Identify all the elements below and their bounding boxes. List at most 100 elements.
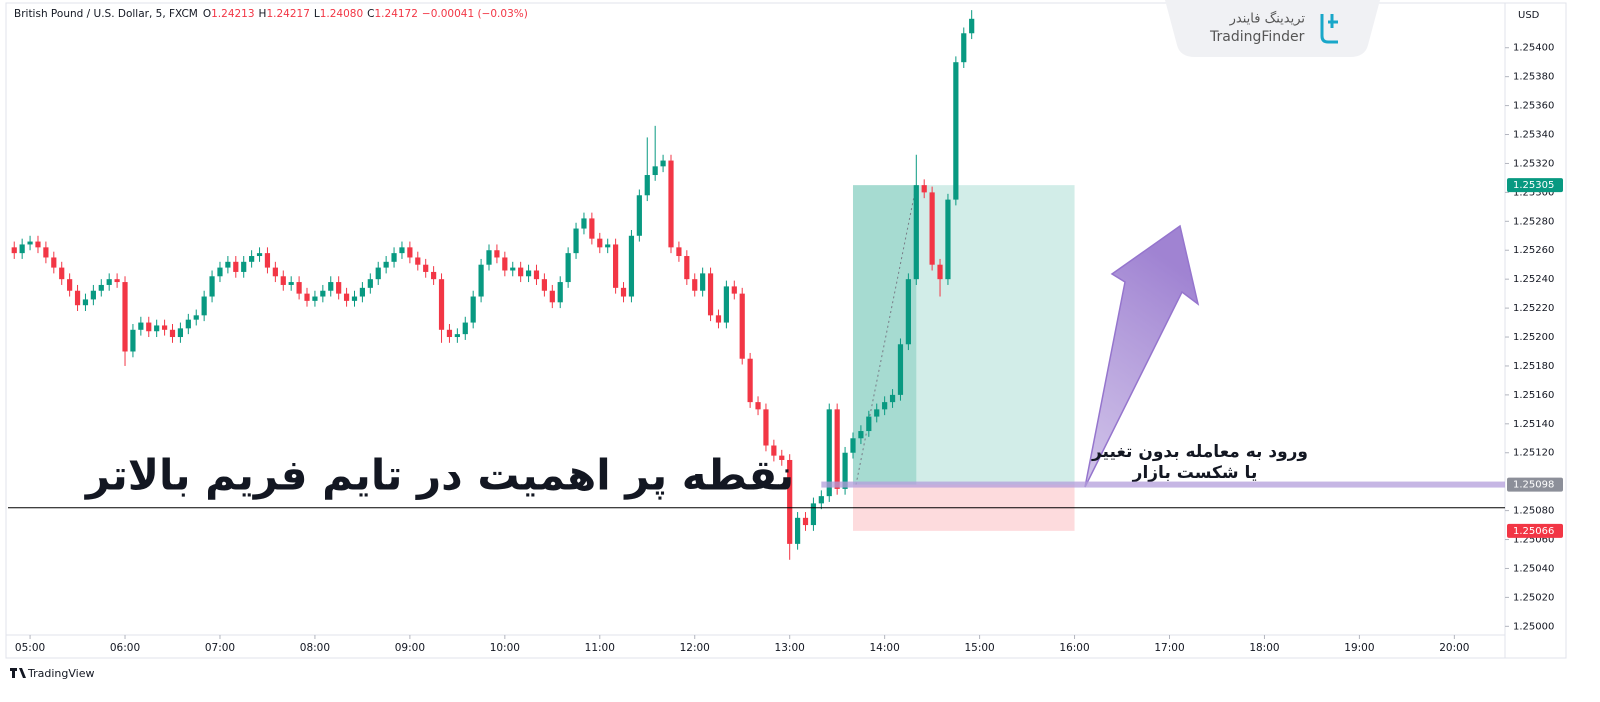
candle-body xyxy=(842,452,848,489)
candle-body xyxy=(826,409,832,497)
candle-body xyxy=(969,18,975,34)
x-tick-label: 13:00 xyxy=(775,642,805,654)
candle-body xyxy=(723,286,729,323)
candle-body xyxy=(613,244,619,288)
candle-body xyxy=(557,282,563,303)
candle-body xyxy=(494,250,500,258)
price-tag xyxy=(1507,178,1563,193)
candle-body xyxy=(122,282,128,352)
candle-body xyxy=(280,276,286,285)
candle-body xyxy=(510,267,516,271)
candle-body xyxy=(383,261,389,268)
candle-body xyxy=(328,282,334,291)
y-tick-label: 1.25380 xyxy=(1513,72,1554,83)
candle-body xyxy=(98,284,104,291)
x-tick-label: 17:00 xyxy=(1154,642,1184,654)
y-tick-label: 1.25040 xyxy=(1513,563,1554,574)
candle-body xyxy=(82,299,89,306)
candle-body xyxy=(763,409,769,446)
candle-body xyxy=(114,279,120,283)
y-tick-label: 1.25240 xyxy=(1513,274,1554,285)
y-tick-label: 1.25280 xyxy=(1513,216,1554,227)
candle-body xyxy=(589,218,595,239)
x-tick-label: 06:00 xyxy=(110,642,140,654)
y-tick-label: 1.25060 xyxy=(1513,535,1554,546)
y-tick-label: 1.25260 xyxy=(1513,245,1554,256)
y-tick-label: 1.25000 xyxy=(1513,621,1554,632)
candle-body xyxy=(359,287,366,297)
candle-body xyxy=(684,256,690,280)
candle-body xyxy=(304,293,310,301)
candle-body xyxy=(11,247,17,254)
logo-fa: تریدینگ فایندر xyxy=(1229,11,1306,27)
candle-body xyxy=(407,247,413,258)
candle-body xyxy=(913,185,919,280)
candle-body xyxy=(715,315,722,323)
candle-body xyxy=(660,160,666,167)
candle-body xyxy=(620,287,627,297)
candle-body xyxy=(771,445,777,456)
main-annotation: نقطه پر اهمیت در تایم فریم بالاتر xyxy=(84,451,794,501)
footer: TradingView xyxy=(27,667,94,680)
change: −0.00041 (−0.03%) xyxy=(422,8,528,20)
candle-body xyxy=(217,267,223,277)
candle-body xyxy=(193,315,199,320)
candle-body xyxy=(937,264,943,280)
candle-body xyxy=(905,279,911,345)
y-tick-label: 1.25360 xyxy=(1513,101,1554,112)
candle-body xyxy=(233,261,239,272)
candle-body xyxy=(43,247,49,258)
symbol: British Pound / U.S. Dollar, 5, FXCM xyxy=(14,8,198,20)
x-tick-label: 20:00 xyxy=(1439,642,1469,654)
candle-body xyxy=(565,253,571,283)
candle-body xyxy=(549,290,555,303)
candle-body xyxy=(518,267,524,277)
currency: USD xyxy=(1518,10,1540,21)
candle-body xyxy=(35,241,41,248)
y-tick-label: 1.25020 xyxy=(1513,592,1554,603)
candle-body xyxy=(597,238,603,248)
candle-body xyxy=(201,296,207,316)
candle-body xyxy=(921,185,927,193)
candle-body xyxy=(431,271,437,280)
price-tag xyxy=(1507,477,1563,492)
candle-body xyxy=(866,416,872,432)
candle-body xyxy=(478,264,484,297)
candle-body xyxy=(818,496,824,504)
candle-body xyxy=(581,218,587,229)
y-tick-label: 1.25120 xyxy=(1513,448,1554,459)
header: British Pound / U.S. Dollar, 5, FXCM O1.2… xyxy=(14,8,528,20)
candle-body xyxy=(953,62,959,200)
x-tick-label: 11:00 xyxy=(585,642,615,654)
candle-body xyxy=(644,175,650,196)
candle-body xyxy=(834,409,840,489)
candle-body xyxy=(375,267,381,280)
candle-body xyxy=(676,247,682,257)
candle-body xyxy=(889,394,896,403)
x-tick-label: 09:00 xyxy=(395,642,425,654)
candle-body xyxy=(525,270,532,277)
candle-body xyxy=(636,195,642,236)
candle-body xyxy=(541,279,547,291)
candle-body xyxy=(146,322,152,332)
candle-body xyxy=(755,402,761,410)
candle-body xyxy=(423,264,429,272)
candle-body xyxy=(897,344,904,395)
price-tag-label: 1.25098 xyxy=(1513,480,1554,491)
candle-body xyxy=(288,282,294,285)
ohlc-value: 1.24213 xyxy=(211,8,254,20)
price-tag-label: 1.25066 xyxy=(1513,526,1554,537)
candle-body xyxy=(209,276,215,297)
x-tick-label: 18:00 xyxy=(1249,642,1279,654)
candle-body xyxy=(810,503,817,526)
logo-icon xyxy=(1320,14,1338,44)
candle-body xyxy=(312,296,318,301)
x-tick-label: 19:00 xyxy=(1344,642,1374,654)
ohlc-label: L xyxy=(314,8,320,20)
candle-body xyxy=(367,279,373,288)
candle-body xyxy=(185,319,191,329)
y-tick-label: 1.25200 xyxy=(1513,332,1554,343)
candle-body xyxy=(795,517,801,544)
candle-body xyxy=(533,270,540,280)
candle-body xyxy=(67,279,73,291)
